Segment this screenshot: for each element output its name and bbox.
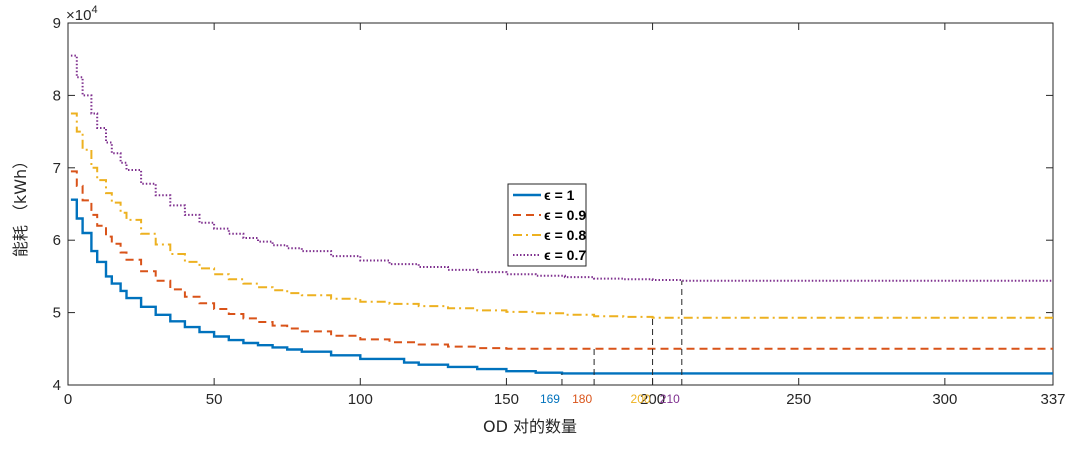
y-tick-label: 4 [53,377,61,394]
annotation-label-169: 169 [540,392,560,406]
x-tick-label: 100 [348,391,373,408]
y-tick-label: 7 [53,160,61,177]
legend-entry: ϵ = 1 [544,187,575,203]
y-tick-label: 6 [53,232,61,249]
annotation-label-180: 180 [572,392,592,406]
legend-entry: ϵ = 0.8 [544,227,586,243]
x-tick-label: 50 [206,391,223,408]
series-line-1 [70,198,1053,375]
annotation-layer: 169 180 200 210 [540,280,683,406]
annotation-label-200: 200 [631,392,651,406]
legend: ϵ = 1 ϵ = 0.9 ϵ = 0.8 ϵ = 0.7 [507,183,587,267]
series-layer [70,54,1053,375]
legend-box [507,183,587,267]
series-line-4 [70,54,1053,282]
x-tick-label: 250 [786,391,811,408]
x-tick-label: 300 [932,391,957,408]
y-tick-label: 8 [53,87,61,104]
y-axis-label: 能耗 （kWh） [11,153,30,257]
annotation-label-210: 210 [660,392,680,406]
y-axis-multiplier: ×104 [66,4,98,24]
y-multiplier-exponent: 4 [91,4,97,16]
y-multiplier-base: ×10 [66,7,91,24]
y-tick-label: 5 [53,305,61,322]
x-tick-label: 150 [494,391,519,408]
x-tick-label: 337 [1040,391,1065,408]
legend-entry: ϵ = 0.9 [544,207,586,223]
y-tick-label: 9 [53,15,61,32]
legend-entry: ϵ = 0.7 [544,247,586,263]
x-tick-label: 200 [640,391,665,408]
x-axis-label: OD 对的数量 [483,417,577,436]
series-line-2 [70,170,1053,350]
series-line-3 [70,112,1053,319]
x-tick-label: 0 [64,391,72,408]
axis-ticks: 0 50 100 150 200 250 300 337 4 5 6 7 8 9 [53,15,1066,408]
